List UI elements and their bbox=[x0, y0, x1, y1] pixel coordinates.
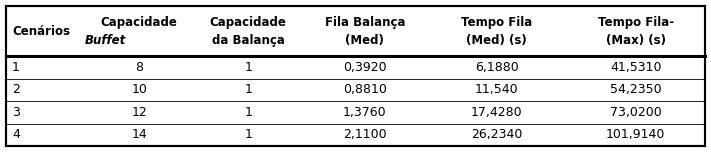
Text: (Max) (s): (Max) (s) bbox=[606, 34, 665, 47]
Text: 1: 1 bbox=[245, 83, 252, 97]
Text: 1: 1 bbox=[245, 106, 252, 119]
Text: Fila Balança: Fila Balança bbox=[325, 16, 405, 29]
Text: 1: 1 bbox=[245, 61, 252, 74]
Text: Cenários: Cenários bbox=[12, 25, 70, 38]
Text: 1,3760: 1,3760 bbox=[343, 106, 387, 119]
Text: 1: 1 bbox=[245, 128, 252, 141]
Text: 8: 8 bbox=[135, 61, 143, 74]
Text: da Balança: da Balança bbox=[212, 34, 284, 47]
Text: Tempo Fila-: Tempo Fila- bbox=[598, 16, 674, 29]
Text: 0,3920: 0,3920 bbox=[343, 61, 387, 74]
Text: 73,0200: 73,0200 bbox=[610, 106, 662, 119]
Text: 17,4280: 17,4280 bbox=[471, 106, 523, 119]
Text: Capacidade: Capacidade bbox=[101, 16, 178, 29]
Text: 3: 3 bbox=[12, 106, 20, 119]
Text: (Med): (Med) bbox=[346, 34, 385, 47]
Text: 1: 1 bbox=[12, 61, 20, 74]
Text: 54,2350: 54,2350 bbox=[610, 83, 661, 97]
Text: (Med) (s): (Med) (s) bbox=[466, 34, 527, 47]
Text: 2,1100: 2,1100 bbox=[343, 128, 387, 141]
Text: 10: 10 bbox=[132, 83, 147, 97]
Text: 41,5310: 41,5310 bbox=[610, 61, 661, 74]
Text: 14: 14 bbox=[132, 128, 147, 141]
Text: 0,8810: 0,8810 bbox=[343, 83, 387, 97]
Text: Buffet: Buffet bbox=[85, 34, 126, 47]
Text: 26,2340: 26,2340 bbox=[471, 128, 523, 141]
Text: 4: 4 bbox=[12, 128, 20, 141]
Text: 12: 12 bbox=[132, 106, 147, 119]
Text: 2: 2 bbox=[12, 83, 20, 97]
Text: 6,1880: 6,1880 bbox=[475, 61, 518, 74]
Text: 101,9140: 101,9140 bbox=[606, 128, 665, 141]
Text: Capacidade: Capacidade bbox=[210, 16, 287, 29]
Text: 11,540: 11,540 bbox=[475, 83, 518, 97]
Text: Tempo Fila: Tempo Fila bbox=[461, 16, 532, 29]
